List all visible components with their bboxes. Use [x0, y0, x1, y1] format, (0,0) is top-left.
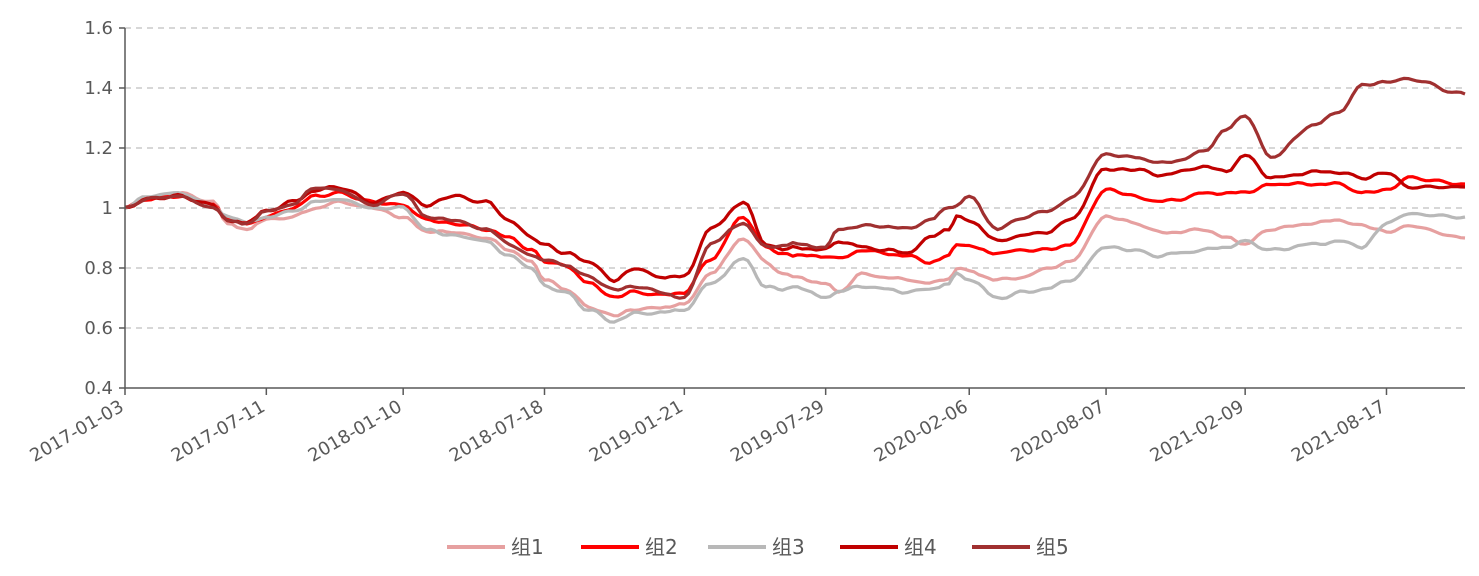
x-tick-label: 2021-02-09 — [1147, 396, 1248, 466]
x-tick-label: 2018-01-10 — [305, 396, 406, 466]
y-tick-label: 1 — [102, 198, 113, 219]
series-line-5 — [124, 76, 1466, 300]
legend-label-1[interactable]: 组1 — [511, 535, 544, 559]
y-tick-label: 0.4 — [84, 378, 113, 399]
legend-label-3[interactable]: 组3 — [772, 535, 805, 559]
x-tick-label: 2019-01-21 — [586, 396, 687, 466]
y-tick-label: 0.6 — [84, 318, 113, 339]
series-line-3 — [124, 191, 1466, 324]
gridlines — [125, 27, 1465, 329]
y-tick-label: 0.8 — [84, 258, 113, 279]
legend-label-4[interactable]: 组4 — [904, 535, 937, 559]
x-tick-label: 2017-01-03 — [26, 396, 127, 466]
series-line-4 — [124, 153, 1466, 284]
x-tick-labels: 2017-01-03 2017-07-11 2018-01-10 2018-07-18… — [26, 396, 1389, 466]
y-tick-labels: 0.4 0.6 0.8 1 1.2 1.4 1.6 — [84, 18, 113, 399]
y-tick-label: 1.2 — [84, 138, 113, 159]
x-tick-label: 2019-07-29 — [727, 396, 828, 466]
x-tick-label: 2017-07-11 — [168, 396, 269, 466]
x-tick-label: 2020-02-06 — [871, 396, 972, 466]
axes — [119, 27, 1465, 395]
series-line-1 — [124, 191, 1466, 318]
x-tick-label: 2021-08-17 — [1288, 396, 1389, 466]
x-tick-label: 2018-07-18 — [446, 396, 547, 466]
y-tick-label: 1.4 — [84, 78, 113, 99]
series-lines — [124, 76, 1466, 324]
x-tick-label: 2020-08-07 — [1007, 396, 1108, 466]
legend-label-2[interactable]: 组2 — [645, 535, 678, 559]
series-line-2 — [124, 175, 1466, 299]
y-tick-label: 1.6 — [84, 18, 113, 39]
legend[interactable]: 组1 组2 组3 组4 组5 — [447, 535, 1069, 559]
legend-label-5[interactable]: 组5 — [1036, 535, 1069, 559]
